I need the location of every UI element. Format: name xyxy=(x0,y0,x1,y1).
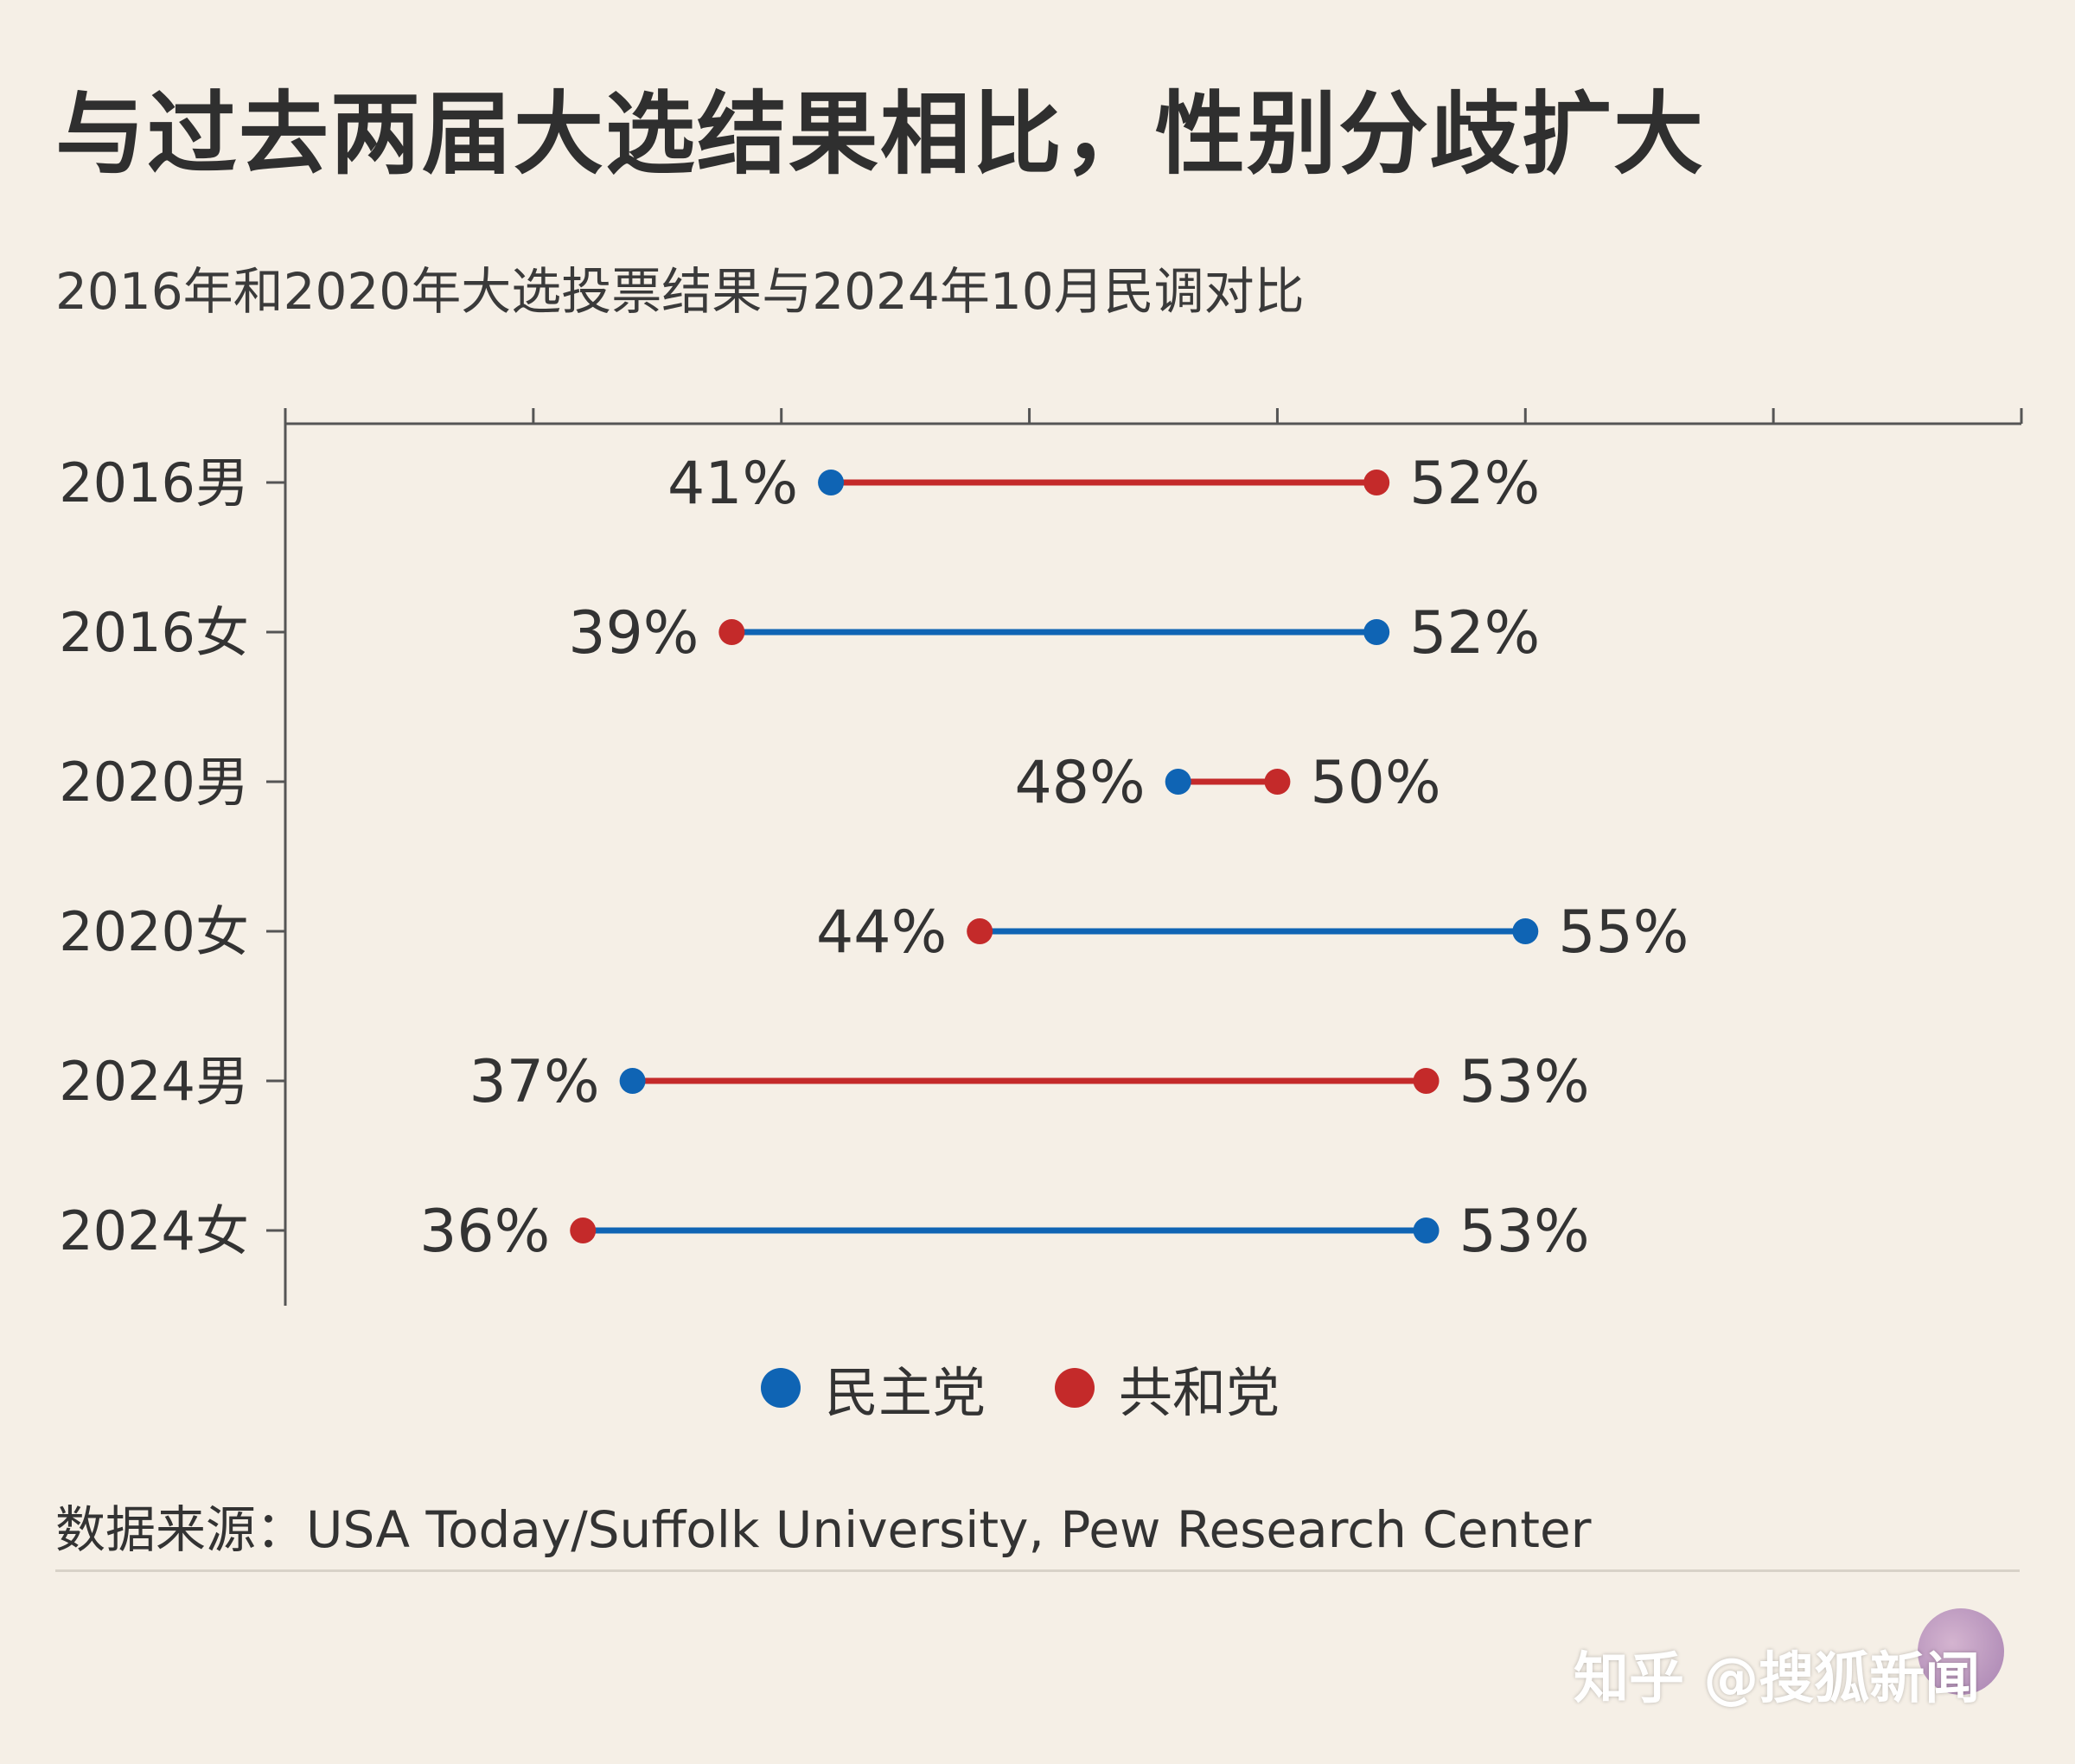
divider xyxy=(55,1569,2020,1572)
legend-dot-dem xyxy=(761,1368,801,1408)
category-label: 2020男 xyxy=(59,751,249,814)
dot-dem xyxy=(1413,1218,1440,1243)
watermark: 知乎 @搜狐新闻 xyxy=(1574,1647,1981,1711)
legend-item-dem: 民主党 xyxy=(761,1349,986,1427)
value-label-high: 52% xyxy=(1409,599,1540,668)
value-label-low: 44% xyxy=(816,898,947,967)
dot-dem xyxy=(1165,769,1191,795)
legend-label-dem: 民主党 xyxy=(825,1361,986,1424)
value-label-low: 36% xyxy=(419,1198,550,1266)
category-label: 2024男 xyxy=(59,1050,249,1113)
legend-dot-rep xyxy=(1055,1368,1095,1408)
dot-rep xyxy=(967,918,993,944)
source-note: 数据来源：USA Today/Suffolk University, Pew R… xyxy=(55,1500,1592,1559)
value-label-high: 50% xyxy=(1310,749,1440,817)
value-label-high: 55% xyxy=(1558,898,1689,967)
chart-title: 与过去两届大选结果相比，性别分歧扩大 xyxy=(55,81,1706,187)
dot-dem xyxy=(818,470,845,495)
dot-rep xyxy=(1363,470,1390,495)
dot-dem xyxy=(1363,619,1390,645)
value-label-high: 53% xyxy=(1459,1198,1590,1266)
legend: 民主党 共和党 xyxy=(761,1349,1349,1427)
watermark-badge xyxy=(1918,1608,2004,1695)
category-label: 2020女 xyxy=(59,900,249,963)
value-label-low: 41% xyxy=(667,450,798,518)
category-label: 2016女 xyxy=(59,601,249,664)
dot-dem xyxy=(619,1068,646,1094)
dot-rep xyxy=(1264,769,1291,795)
value-label-low: 39% xyxy=(568,599,699,668)
dot-rep xyxy=(570,1218,597,1243)
legend-item-rep: 共和党 xyxy=(1055,1349,1280,1427)
dumbbell-chart: 2016男 41% 52% 2016女 39% 52% 2020男 48% 50% 2020女 44… xyxy=(59,408,2023,1306)
dot-rep xyxy=(718,619,745,645)
chart-subtitle: 2016年和2020年大选投票结果与2024年10月民调对比 xyxy=(55,262,1305,321)
dot-dem xyxy=(1512,918,1539,944)
value-label-high: 52% xyxy=(1409,450,1540,518)
value-label-low: 48% xyxy=(1015,749,1146,817)
category-label: 2024女 xyxy=(59,1199,249,1262)
legend-label-rep: 共和党 xyxy=(1119,1361,1280,1424)
dot-rep xyxy=(1413,1068,1440,1094)
category-label: 2016男 xyxy=(59,451,249,514)
value-label-high: 53% xyxy=(1459,1048,1590,1116)
value-label-low: 37% xyxy=(469,1048,599,1116)
